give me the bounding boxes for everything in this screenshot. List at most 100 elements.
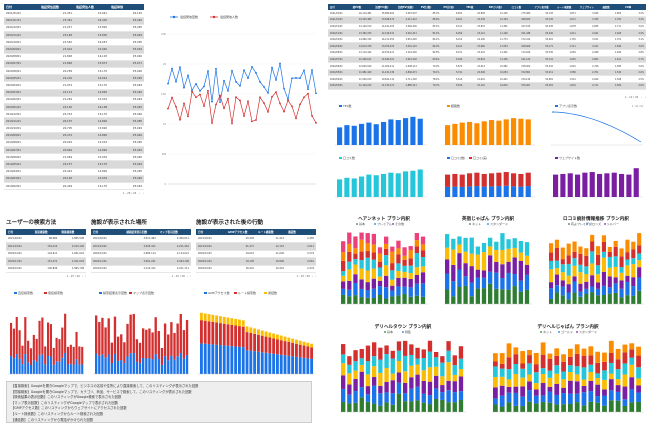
stack-segment[interactable] (353, 259, 358, 265)
stack-segment[interactable] (341, 363, 346, 376)
stack-segment[interactable] (533, 352, 539, 365)
bar[interactable] (200, 312, 203, 321)
bar[interactable] (176, 323, 179, 357)
stack-segment[interactable] (365, 345, 371, 362)
table-row[interactable]: 2020/10/01 3,110,411 2,011,111 (91, 265, 191, 273)
stack-segment[interactable] (402, 277, 407, 287)
stack-segment[interactable] (512, 286, 517, 304)
table-row[interactable]: 2021/01/31 23,361 16,430 ¥3,046 (4, 17, 144, 25)
table-row[interactable]: 2021/02/01 3,611,484 2,450,011 (91, 235, 191, 243)
stack-segment[interactable] (622, 399, 628, 406)
bar[interactable] (511, 173, 517, 187)
stack-segment[interactable] (353, 236, 358, 249)
bar[interactable] (21, 364, 24, 374)
stack-segment[interactable] (402, 286, 407, 294)
bar[interactable] (185, 319, 189, 356)
stack-segment[interactable] (414, 240, 420, 247)
stack-segment[interactable] (572, 241, 577, 252)
bar[interactable] (203, 313, 207, 321)
bar[interactable] (474, 123, 480, 145)
stack-segment[interactable] (403, 355, 408, 372)
stack-segment[interactable] (637, 267, 642, 278)
bar[interactable] (410, 170, 416, 197)
stack-segment[interactable] (554, 373, 560, 384)
stack-segment[interactable] (554, 260, 559, 269)
stack-segment[interactable] (415, 347, 420, 359)
bar[interactable] (306, 358, 310, 374)
table-row[interactable]: 2020/12/01 21,247 15,820 ¥3,095 (4, 24, 144, 33)
bar[interactable] (279, 354, 283, 374)
bar[interactable] (337, 127, 343, 145)
stack-segment[interactable] (584, 248, 589, 256)
bar[interactable] (55, 337, 58, 362)
stack-segment[interactable] (637, 245, 642, 254)
stack-segment[interactable] (572, 292, 577, 304)
stack-segment[interactable] (427, 381, 433, 396)
stack-segment[interactable] (365, 242, 370, 252)
stack-segment[interactable] (396, 382, 402, 394)
bar[interactable] (35, 338, 38, 362)
bar[interactable] (241, 326, 245, 348)
stack-segment[interactable] (561, 371, 566, 380)
column-header[interactable]: 訪問PV(数) (373, 4, 397, 10)
stack-segment[interactable] (445, 234, 450, 248)
stack-segment[interactable] (463, 285, 468, 304)
table-row[interactable]: 2020/05/01 11,981,440 11,241,130 2,846,471 7… (328, 69, 646, 77)
stack-segment[interactable] (568, 403, 573, 412)
stack-segment[interactable] (415, 364, 420, 375)
bar[interactable] (245, 332, 249, 351)
stack-segment[interactable] (409, 365, 414, 378)
stack-segment[interactable] (590, 275, 595, 287)
bar[interactable] (182, 358, 186, 374)
stack-segment[interactable] (584, 255, 589, 267)
bar[interactable] (511, 186, 517, 197)
stack-segment[interactable] (596, 265, 601, 275)
stack-segment[interactable] (527, 355, 532, 364)
stack-segment[interactable] (365, 394, 371, 402)
bar[interactable] (373, 124, 379, 145)
stack-segment[interactable] (631, 241, 636, 250)
stack-segment[interactable] (408, 278, 413, 288)
data-point[interactable] (311, 69, 313, 71)
data-point[interactable] (231, 122, 233, 125)
stack-segment[interactable] (452, 365, 457, 375)
bar[interactable] (58, 361, 61, 374)
stack-segment[interactable] (458, 369, 464, 377)
stack-segment[interactable] (524, 264, 530, 275)
stack-segment[interactable] (434, 398, 439, 412)
phone-table-pager[interactable]: 1 - 25 / 26 ‹ › (95, 192, 144, 195)
bar[interactable] (66, 364, 70, 374)
stack-segment[interactable] (607, 256, 612, 268)
bar[interactable] (24, 354, 27, 374)
column-header[interactable]: 電話単価 (109, 4, 144, 10)
stack-segment[interactable] (540, 354, 546, 369)
bar[interactable] (351, 178, 357, 197)
stack-segment[interactable] (520, 351, 526, 364)
stack-segment[interactable] (512, 238, 517, 248)
stack-segment[interactable] (518, 280, 524, 292)
bar[interactable] (170, 322, 173, 356)
data-point[interactable] (251, 120, 253, 123)
bar[interactable] (445, 125, 451, 145)
stack-segment[interactable] (572, 265, 577, 277)
section-pager[interactable]: 1 - 25 / 26 ‹ › (196, 275, 316, 278)
bar[interactable] (120, 334, 123, 361)
bar[interactable] (381, 121, 387, 145)
stack-segment[interactable] (396, 263, 401, 271)
bar[interactable] (604, 173, 610, 197)
stack-segment[interactable] (533, 383, 539, 390)
bar[interactable] (104, 327, 107, 358)
legend-item[interactable]: マップ表示回数 (129, 290, 154, 295)
column-header[interactable]: 通話数 (286, 229, 316, 235)
pager-next-icon[interactable]: › (314, 275, 316, 278)
stack-segment[interactable] (637, 253, 642, 261)
stack-segment[interactable] (533, 372, 539, 384)
data-point[interactable] (191, 89, 193, 92)
bar[interactable] (44, 364, 47, 374)
bar[interactable] (525, 119, 531, 145)
bar[interactable] (268, 337, 272, 354)
stack-segment[interactable] (636, 401, 641, 412)
column-header[interactable]: アプリ表示数 (532, 4, 556, 10)
bar[interactable] (388, 119, 394, 145)
bar[interactable] (157, 330, 161, 359)
